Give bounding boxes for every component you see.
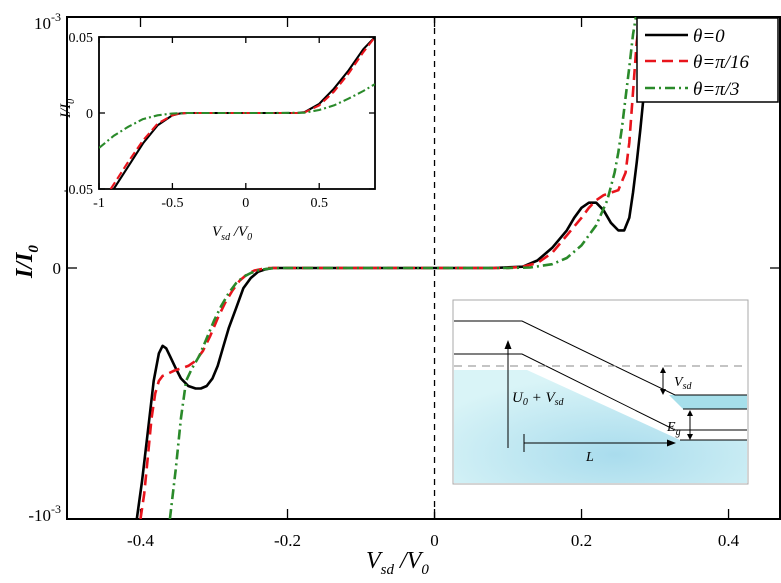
main-y-tick-label-base-1: 0 bbox=[53, 259, 62, 278]
diagram-conduction-band-edge bbox=[454, 320, 747, 396]
main-y-tick-label-1: 0 bbox=[53, 259, 62, 278]
main-x-tick-label-2: 0 bbox=[430, 531, 439, 550]
main-series-theta-0 bbox=[135, 17, 657, 519]
length-arrowhead bbox=[667, 439, 676, 447]
legend-label-theta-pi16: θ=π/16 bbox=[693, 52, 749, 73]
diagram-label-potential-sub: 0 bbox=[523, 397, 528, 408]
diagram-label-potential-main: U bbox=[512, 390, 524, 406]
legend: θ=0 θ=π/16 θ=π/3 bbox=[636, 17, 779, 103]
inset-y-tick-label-2: -0.05 bbox=[64, 183, 93, 198]
main-chart: -0.4 -0.2 0 0.2 0.410-30-10-3 Vsd /V0 I/I0 bbox=[12, 10, 781, 578]
x-axis-label-mid: /V bbox=[394, 548, 424, 574]
diagram-label-vsd: Vsd bbox=[674, 375, 692, 392]
vsd-arrowhead-top bbox=[660, 367, 666, 373]
main-y-tick-label-exp-2: -3 bbox=[51, 502, 61, 516]
inset-x-tick-label-2: 0 bbox=[242, 196, 249, 211]
y-axis-label-main: I/I bbox=[12, 251, 38, 279]
inset-y-axis-label-sub: 0 bbox=[66, 99, 77, 104]
main-series-theta-pi3 bbox=[168, 17, 638, 519]
inset-ticks: -1 -0.5 0 0.5 0.05 0 -0.05 bbox=[64, 31, 375, 211]
inset-x-axis-label-sub2: 0 bbox=[247, 232, 252, 243]
x-axis-label-sub: sd bbox=[381, 562, 395, 578]
inset-y-tick-label-0: 0.05 bbox=[69, 31, 94, 46]
inset-y-axis-label: I/I0 bbox=[58, 99, 77, 119]
diagram-filled-region bbox=[454, 370, 747, 483]
inset-y-axis-label-main: I/I bbox=[58, 103, 74, 119]
inset-x-axis-label-sub: sd bbox=[221, 232, 231, 243]
y-axis-label: I/I0 bbox=[12, 245, 42, 279]
diagram-label-eg-sub: g bbox=[676, 427, 681, 438]
main-y-tick-label-0: 10-3 bbox=[34, 10, 61, 33]
diagram-label-eg: Eg bbox=[666, 420, 681, 438]
inset-x-axis-label: Vsd /V0 bbox=[212, 224, 252, 243]
main-x-tick-label-1: -0.2 bbox=[274, 531, 301, 550]
diagram-label-potential: U0 + Vsd bbox=[512, 390, 565, 408]
main-ticks: -0.4 -0.2 0 0.2 0.410-30-10-3 bbox=[28, 10, 780, 550]
inset-chart: -1 -0.5 0 0.50.050-0.05 Vsd /V0 I/I0 bbox=[58, 31, 376, 243]
main-x-tick-label-4: 0.4 bbox=[718, 531, 740, 550]
main-y-tick-label-base-2: -10 bbox=[28, 506, 51, 525]
main-y-tick-label-2: -10-3 bbox=[28, 502, 61, 525]
vsd-arrowhead-bottom bbox=[660, 389, 666, 395]
main-series-theta-pi16 bbox=[139, 17, 642, 519]
legend-label-theta-pi3: θ=π/3 bbox=[693, 79, 739, 100]
x-axis-label-sub2: 0 bbox=[421, 562, 429, 578]
inset-x-axis-label-main: V bbox=[212, 224, 223, 240]
diagram-label-length: L bbox=[585, 450, 594, 465]
main-y-tick-label-base-0: 10 bbox=[34, 14, 51, 33]
diagram-label-vsd-sub: sd bbox=[683, 381, 693, 392]
main-y-tick-label-exp-0: -3 bbox=[51, 10, 61, 24]
inset-y-tick-label-1: 0 bbox=[86, 107, 93, 122]
y-axis-label-sub: 0 bbox=[26, 245, 42, 253]
diagram-label-potential-mid: + V bbox=[528, 390, 557, 406]
diagram-label-vsd-main: V bbox=[674, 375, 684, 390]
inset-x-axis-label-mid: /V bbox=[230, 224, 249, 240]
main-series bbox=[135, 17, 657, 519]
eg-arrowhead-top bbox=[687, 410, 693, 416]
inset-x-tick-label-1: -0.5 bbox=[161, 196, 183, 211]
inset-x-tick-label-0: -1 bbox=[93, 196, 105, 211]
main-x-tick-label-3: 0.2 bbox=[571, 531, 592, 550]
legend-label-theta-0: θ=0 bbox=[693, 26, 725, 47]
x-axis-label: Vsd /V0 bbox=[366, 548, 429, 578]
inset-series-theta-pi3 bbox=[99, 83, 375, 149]
x-axis-label-main: V bbox=[366, 548, 383, 574]
eg-arrowhead-bottom bbox=[687, 434, 693, 440]
potential-arrowhead bbox=[504, 340, 512, 349]
main-x-tick-label-0: -0.4 bbox=[127, 531, 154, 550]
diagram-upper-filled-strip bbox=[669, 395, 747, 409]
diagram-label-potential-sub2: sd bbox=[555, 397, 565, 408]
band-diagram: U0 + Vsd Vsd Eg L bbox=[452, 299, 749, 485]
diagram-label-eg-main: E bbox=[666, 420, 676, 435]
inset-series bbox=[99, 37, 375, 189]
inset-x-tick-label-3: 0.5 bbox=[310, 196, 328, 211]
diagram-valence-band-edge bbox=[454, 353, 747, 431]
